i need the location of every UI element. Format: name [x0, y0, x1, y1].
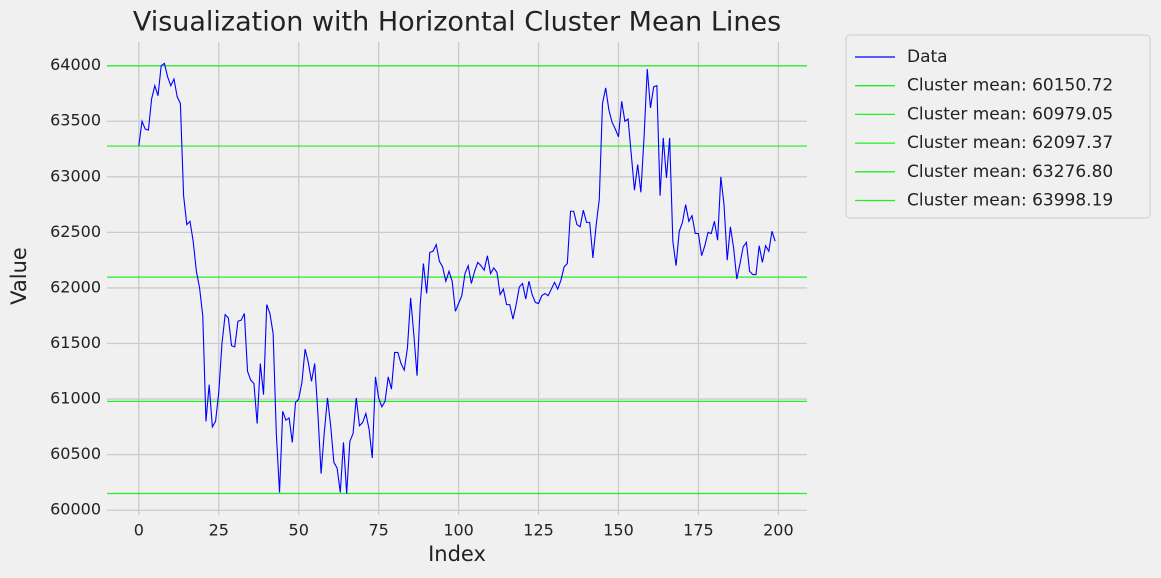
data-line: [138, 62, 776, 494]
legend-label: Cluster mean: 60150.72: [907, 76, 1113, 96]
y-tick-label: 61000: [50, 389, 101, 408]
y-axis-label: Value: [7, 247, 31, 305]
x-axis-label: Index: [428, 542, 486, 566]
x-tick-label: 150: [603, 521, 634, 540]
y-tick-label: 63500: [50, 111, 101, 130]
x-tick-label: 200: [763, 521, 794, 540]
legend-label: Cluster mean: 63998.19: [907, 191, 1113, 211]
y-tick-label: 62000: [50, 277, 101, 296]
x-tick-label: 75: [368, 521, 388, 540]
y-tick-label: 61500: [50, 333, 101, 352]
legend-label: Data: [907, 47, 948, 67]
y-tick-label: 63000: [50, 166, 101, 185]
legend-box: [845, 34, 1151, 219]
chart-title: Visualization with Horizontal Cluster Me…: [133, 7, 781, 38]
legend-label: Cluster mean: 63276.80: [907, 162, 1113, 182]
x-tick-label: 100: [443, 521, 474, 540]
y-tick-label: 64000: [50, 55, 101, 74]
x-tick-label: 175: [683, 521, 714, 540]
legend-label: Cluster mean: 60979.05: [907, 104, 1113, 124]
x-tick-label: 125: [523, 521, 554, 540]
x-tick-label: 25: [209, 521, 229, 540]
y-tick-label: 60000: [50, 500, 101, 519]
legend-label: Cluster mean: 62097.37: [907, 133, 1113, 153]
x-tick-label: 0: [134, 521, 144, 540]
y-tick-label: 62500: [50, 222, 101, 241]
y-tick-label: 60500: [50, 444, 101, 463]
x-tick-label: 50: [289, 521, 309, 540]
